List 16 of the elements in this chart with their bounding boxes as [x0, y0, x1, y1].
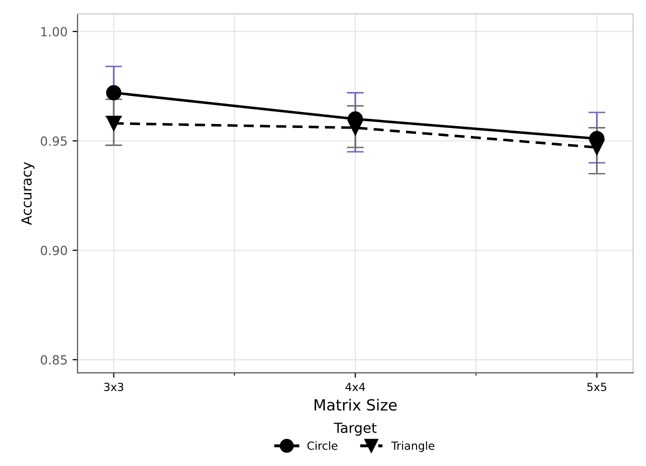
point: [348, 120, 363, 136]
legend-title: Target: [334, 422, 376, 436]
point: [106, 116, 122, 132]
point: [589, 140, 604, 156]
x-tick-label: 4x4: [345, 382, 366, 391]
y-tick-label: 0.85: [40, 355, 67, 365]
x-tick-label: 3x3: [104, 382, 124, 392]
y-tick-label: 0.90: [40, 246, 67, 256]
legend-label: Triangle: [391, 441, 434, 452]
legend-label: Circle: [307, 441, 338, 450]
y-tick-label: 1.00: [41, 26, 67, 36]
x-tick-label: 5x5: [587, 382, 606, 392]
y-tick-label: 0.95: [40, 136, 67, 146]
x-axis-title: Matrix Size: [314, 398, 397, 411]
point: [106, 85, 122, 100]
y-axis-title: Accuracy: [21, 162, 34, 225]
